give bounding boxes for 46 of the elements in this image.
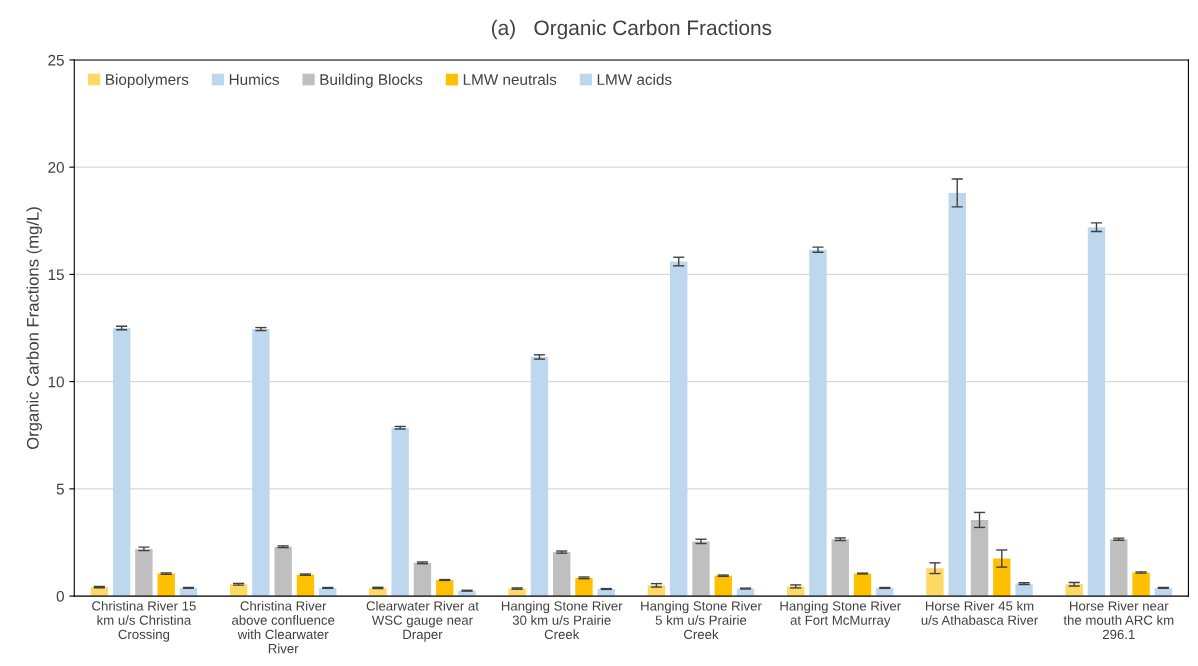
- y-tick-label: 0: [56, 590, 64, 602]
- x-tick-label: Horse River 45 km u/s Athabasca River: [921, 600, 1038, 625]
- bar: [926, 568, 944, 597]
- bar: [714, 575, 732, 597]
- bar: [809, 249, 827, 597]
- chart-title: (a) Organic Carbon Fractions: [491, 19, 772, 40]
- legend-label: Building Blocks: [320, 73, 423, 89]
- bar: [970, 519, 989, 597]
- x-tick-label: Horse River near the mouth ARC km 296.1: [1063, 600, 1174, 640]
- bar: [157, 573, 175, 597]
- bar: [296, 574, 315, 597]
- bar: [553, 552, 571, 597]
- bar: [1087, 227, 1106, 597]
- x-tick-label: Clearwater River at WSC gauge near Draper: [366, 600, 479, 642]
- bar: [575, 577, 593, 597]
- bar: [252, 329, 270, 597]
- y-tick-label: 15: [48, 269, 64, 281]
- bar: [948, 192, 966, 597]
- bar: [413, 562, 432, 597]
- bar: [1132, 572, 1150, 597]
- y-tick-label: 25: [48, 54, 64, 66]
- legend-label: Humics: [229, 73, 279, 85]
- x-tick-label: Christina River above confluence with Clearwater River: [232, 600, 335, 654]
- x-tick-label: Hanging Stone River 5 km u/s Prairie Creek: [641, 600, 762, 640]
- y-tick-label: 5: [56, 483, 64, 495]
- bar: [112, 328, 131, 597]
- bar: [274, 546, 292, 597]
- legend-label: LMW acids: [597, 73, 672, 85]
- legend-label: LMW neutrals: [463, 73, 557, 85]
- bar: [391, 427, 409, 597]
- bar: [530, 356, 549, 597]
- bar: [831, 539, 849, 597]
- y-axis-title: Organic Carbon Fractions (mg/L): [26, 207, 43, 450]
- bar: [670, 261, 688, 597]
- x-tick-label: Hanging Stone River at Fort McMurray: [780, 600, 901, 628]
- y-tick-label: 20: [48, 162, 64, 173]
- bar: [692, 541, 710, 597]
- bar: [135, 548, 153, 597]
- y-tick-label: 10: [48, 376, 64, 388]
- x-tick-label: Hanging Stone River 30 km u/s Prairie Creek: [501, 600, 623, 640]
- bar: [853, 573, 872, 597]
- bar: [1015, 583, 1033, 597]
- bar: [1110, 539, 1128, 597]
- legend-label: Biopolymers: [106, 73, 189, 89]
- bar: [993, 558, 1011, 597]
- x-tick-label: Christina River 15 km u/s Christina Crossing: [92, 600, 196, 642]
